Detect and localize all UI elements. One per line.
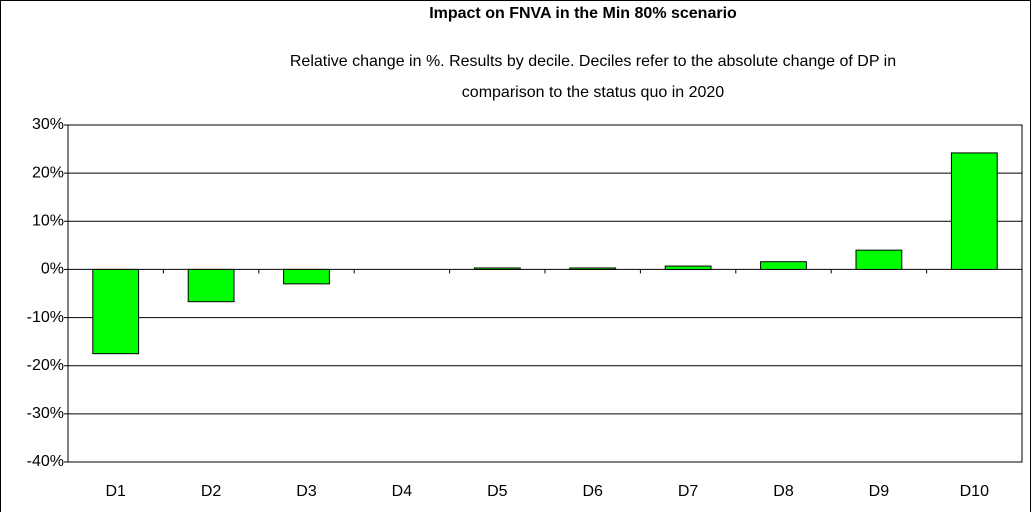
- bar: [283, 268, 330, 285]
- bar: [187, 268, 235, 303]
- chart-subtitle: Relative change in %. Results by decile.…: [290, 53, 896, 70]
- x-tick-label: D3: [296, 483, 317, 500]
- x-tick-label: D8: [773, 483, 794, 500]
- x-tick-label: D10: [960, 483, 989, 500]
- bar: [473, 267, 521, 270]
- y-tick-label: -10%: [27, 309, 64, 326]
- x-tick-label: D9: [869, 483, 890, 500]
- x-tick-label: D1: [105, 483, 126, 500]
- y-tick-label: -40%: [27, 453, 64, 470]
- x-tick-label: D6: [582, 483, 603, 500]
- chart-subtitle: comparison to the status quo in 2020: [462, 84, 724, 101]
- y-tick-label: 0%: [41, 261, 64, 278]
- bar: [855, 249, 903, 270]
- x-tick-label: D5: [487, 483, 508, 500]
- y-tick-label: -20%: [27, 357, 64, 374]
- chart-title: Impact on FNVA in the Min 80% scenario: [429, 5, 737, 22]
- bar: [569, 267, 617, 270]
- y-tick-label: 10%: [32, 213, 64, 230]
- y-tick-label: 20%: [32, 164, 64, 181]
- bar: [92, 268, 140, 355]
- bar: [950, 152, 998, 270]
- x-tick-label: D7: [678, 483, 699, 500]
- bar: [664, 265, 712, 270]
- x-tick-label: D4: [392, 483, 413, 500]
- y-tick-label: 30%: [32, 116, 64, 133]
- x-tick-label: D2: [201, 483, 222, 500]
- y-tick-label: -30%: [27, 405, 64, 422]
- bar: [760, 261, 807, 270]
